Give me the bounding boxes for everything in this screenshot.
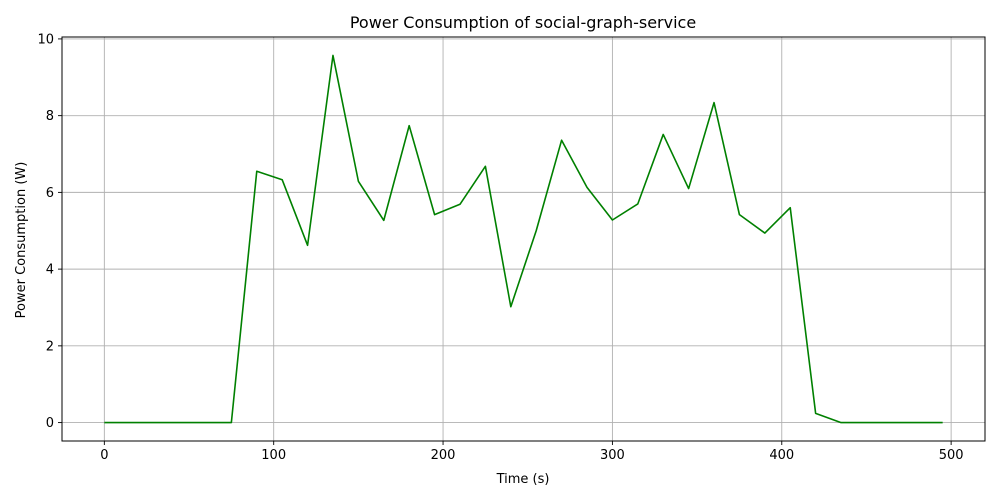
- x-tick-label: 200: [431, 448, 456, 463]
- y-tick-label: 10: [37, 32, 54, 47]
- y-tick-label: 6: [46, 186, 54, 201]
- x-tick-label: 0: [100, 448, 108, 463]
- series-line: [104, 54, 943, 424]
- x-tick-label: 400: [769, 448, 794, 463]
- x-axis-label: Time (s): [496, 472, 550, 487]
- y-axis-label: Power Consumption (W): [14, 162, 29, 319]
- series-layer: [104, 54, 943, 424]
- x-tick-label: 100: [261, 448, 286, 463]
- plot-frame: [61, 36, 986, 442]
- ticks: 0 100 200 300 400 500 0 2 4 6 8 10: [37, 32, 963, 463]
- y-tick-label: 4: [46, 263, 54, 278]
- chart-title: Power Consumption of social-graph-servic…: [350, 13, 696, 32]
- y-tick-label: 0: [46, 416, 54, 431]
- grid: [62, 37, 985, 441]
- y-tick-label: 8: [46, 109, 54, 124]
- x-tick-label: 300: [600, 448, 625, 463]
- x-tick-label: 500: [939, 448, 964, 463]
- y-tick-label: 2: [46, 339, 54, 354]
